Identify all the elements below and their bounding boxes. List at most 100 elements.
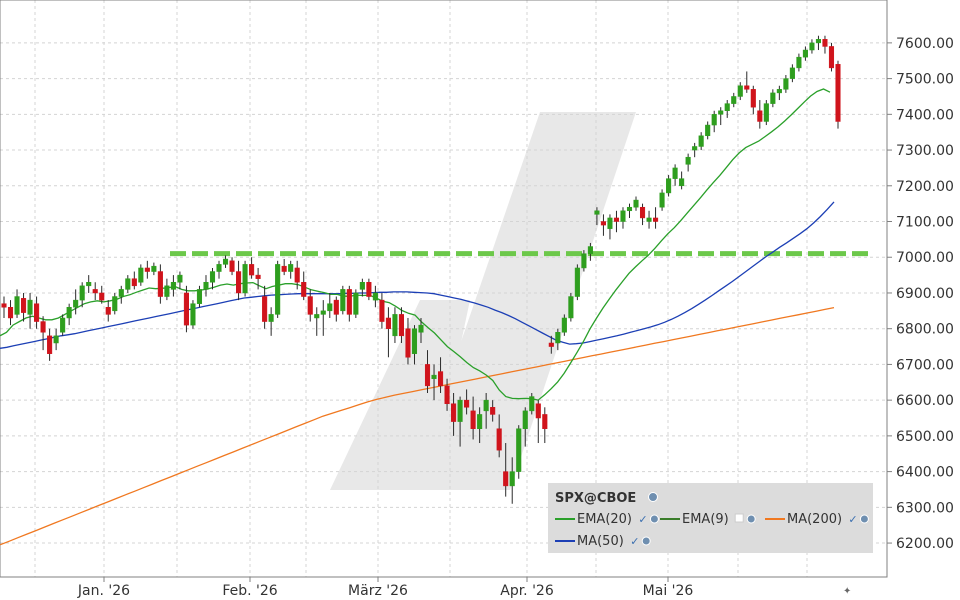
candle (236, 260, 242, 301)
candle-body (451, 403, 457, 422)
candle-body (138, 267, 144, 283)
x-tick-label: Mai '26 (643, 583, 694, 599)
candle-body (411, 328, 418, 354)
candle (470, 396, 476, 440)
candle-body (105, 307, 111, 315)
candle-body (516, 428, 522, 472)
candle (307, 289, 313, 322)
candle-body (776, 89, 782, 94)
candle (587, 242, 593, 261)
candle-body (796, 56, 802, 69)
candle (1, 296, 7, 318)
candle (398, 307, 405, 343)
candle-body (607, 217, 613, 229)
legend-item-ma200[interactable]: MA(200) ✓ (765, 512, 869, 527)
candle (151, 262, 157, 276)
candle (262, 285, 268, 329)
candle-body (60, 317, 66, 333)
candle (301, 271, 307, 301)
candle (118, 285, 124, 304)
candle (73, 289, 79, 315)
candle (639, 203, 646, 226)
candle-body (620, 210, 626, 222)
candle-body (503, 471, 509, 487)
legend-label: MA(200) (787, 512, 842, 527)
y-tick-label: 7100.00 (896, 215, 954, 231)
candle-body (724, 103, 730, 112)
candle (144, 260, 150, 279)
candle (783, 75, 789, 93)
candle (229, 257, 235, 276)
candle (613, 210, 620, 233)
axis-scroll-handle-icon[interactable]: ✦ (843, 586, 851, 597)
candle (40, 316, 46, 351)
candle-body (587, 246, 593, 254)
candle-body (125, 278, 131, 290)
candle (20, 292, 27, 322)
candle (196, 285, 203, 308)
candle-body (47, 335, 53, 354)
candle (14, 289, 20, 318)
candle-body (770, 92, 776, 104)
candle-body (366, 281, 372, 297)
legend-item-ema9[interactable]: EMA(9) (660, 512, 756, 527)
y-tick-label: 6300.00 (896, 500, 954, 516)
candle-body (1, 303, 7, 308)
x-tick-label: Apr. '26 (500, 583, 554, 599)
candle-body (522, 410, 528, 429)
candle (763, 100, 769, 126)
candle (464, 389, 470, 415)
symbol-globe-icon[interactable] (648, 492, 658, 502)
candle (255, 267, 261, 290)
legend-check-icon: ✓ (638, 513, 647, 526)
candle-body (301, 281, 307, 297)
candle-body (151, 265, 157, 272)
candle (770, 89, 776, 108)
candle (666, 175, 672, 197)
candle (522, 407, 528, 447)
candle (60, 314, 66, 336)
candle-body (353, 292, 359, 315)
ema20-line (0, 88, 831, 401)
candle (209, 267, 216, 290)
candle (620, 207, 626, 229)
candle-body (307, 296, 313, 315)
candle (646, 210, 652, 229)
y-tick-label: 6700.00 (896, 357, 954, 373)
candle-body (692, 146, 698, 151)
candle-body (477, 414, 483, 429)
candle (249, 257, 255, 279)
candle-body (229, 260, 235, 272)
x-axis: Jan. '26 Feb. '26 März '26 Apr. '26 Mai '26 (77, 577, 693, 599)
candle-body (131, 278, 137, 287)
legend-item-ma50[interactable]: MA(50) ✓ (555, 534, 651, 549)
candle (353, 289, 359, 318)
candle (216, 260, 222, 279)
candle-body (66, 307, 72, 319)
legend-box (548, 483, 873, 553)
candle-body (118, 289, 124, 297)
candle (66, 303, 72, 326)
legend-item-ema20[interactable]: EMA(20) ✓ (555, 512, 659, 527)
candle (607, 214, 613, 240)
candle-body (437, 371, 444, 387)
candle (548, 335, 554, 354)
candle (157, 264, 163, 304)
candle-body (249, 264, 255, 276)
candle (815, 35, 822, 51)
candle (164, 278, 170, 301)
candle-body (835, 64, 841, 122)
legend-symbol: SPX@CBOE (555, 491, 636, 506)
candle-body (529, 396, 535, 412)
candle-body (561, 317, 567, 333)
candle-body (600, 221, 606, 226)
candle (183, 285, 189, 333)
candle (457, 396, 463, 447)
candle (737, 82, 743, 101)
candle-body (99, 292, 105, 301)
candle (809, 39, 815, 54)
candle-body (496, 428, 502, 451)
candle-body (542, 414, 548, 429)
candle (177, 271, 183, 290)
candle (320, 300, 326, 336)
